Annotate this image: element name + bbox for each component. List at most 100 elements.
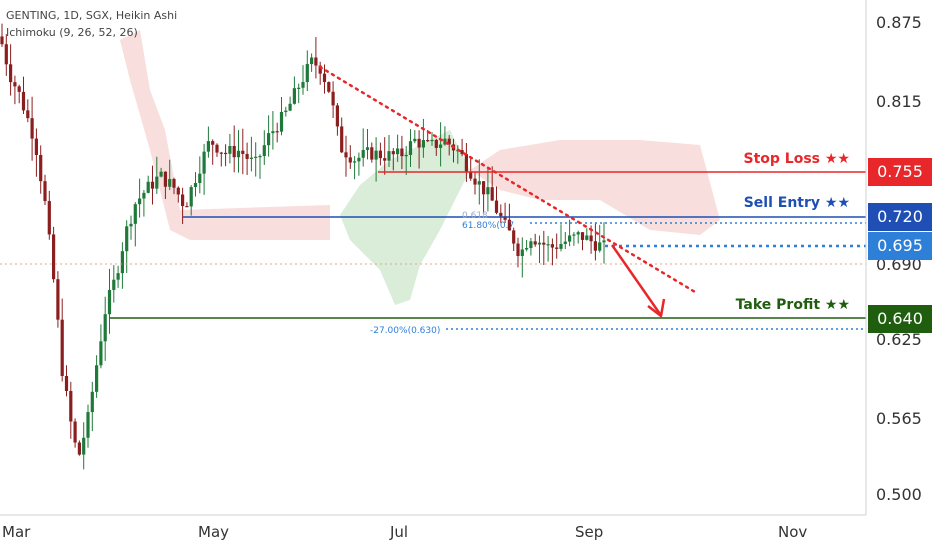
- candle-body: [138, 198, 142, 205]
- candle-body: [348, 157, 352, 163]
- candle-body: [271, 131, 275, 134]
- candle-body: [73, 421, 77, 443]
- sell-entry-label: Sell Entry ★★: [743, 195, 850, 211]
- cloud-bearish: [120, 30, 330, 240]
- candle-body: [155, 176, 159, 189]
- candle-body: [64, 375, 69, 391]
- candle-body: [159, 171, 163, 177]
- candle-body: [185, 206, 189, 208]
- candle-body: [340, 126, 344, 153]
- candle-body: [447, 138, 451, 145]
- candle-body: [26, 110, 30, 119]
- candle-body: [400, 148, 404, 157]
- candle-body: [370, 147, 374, 160]
- candle-body: [503, 216, 507, 220]
- candle-body: [520, 249, 524, 257]
- candle-body: [396, 148, 400, 155]
- candle-body: [434, 139, 438, 148]
- candle-body: [576, 232, 580, 235]
- candle-body: [116, 273, 120, 280]
- candle-body: [163, 171, 167, 187]
- candle-body: [374, 150, 378, 160]
- candle-body: [202, 151, 206, 174]
- forecast-arrow-head: [647, 298, 666, 318]
- candle-body: [477, 181, 481, 185]
- candle-body: [275, 131, 279, 133]
- candle-body: [443, 138, 447, 145]
- candle-body: [353, 161, 357, 163]
- candle-body: [279, 111, 284, 132]
- candle-body: [327, 82, 331, 92]
- cloud-bearish: [470, 140, 720, 235]
- candle-body: [112, 279, 116, 290]
- candle-body: [150, 181, 155, 189]
- candle-body: [13, 82, 17, 87]
- y-tick: 0.815: [876, 92, 922, 111]
- candle-body: [490, 187, 494, 201]
- candle-body: [460, 150, 464, 155]
- candle-body: [258, 156, 262, 158]
- forecast-arrow-shaft: [610, 244, 662, 315]
- take-profit-price-tag: 0.640: [868, 305, 932, 333]
- candle-body: [550, 244, 554, 248]
- candle-body: [30, 118, 34, 139]
- candle-body: [421, 140, 425, 148]
- candle-body: [60, 319, 64, 376]
- candle-body: [598, 242, 602, 251]
- candle-body: [249, 157, 253, 159]
- candles: [0, 23, 606, 470]
- candle-body: [284, 110, 288, 112]
- candle-body: [262, 145, 266, 157]
- candle-body: [580, 232, 585, 240]
- candle-body: [464, 154, 468, 172]
- x-tick: Mar: [2, 523, 31, 541]
- candle-body: [236, 150, 241, 158]
- fib-618-top-label: 0.618: [462, 211, 488, 221]
- candle-body: [9, 64, 13, 83]
- candle-body: [589, 235, 593, 242]
- x-axis: Mar May Jul Sep Nov: [2, 523, 807, 541]
- candle-body: [542, 242, 546, 245]
- candle-body: [297, 87, 301, 89]
- candle-body: [426, 140, 430, 142]
- candle-body: [215, 144, 219, 153]
- candle-body: [4, 44, 8, 65]
- candle-body: [387, 151, 391, 161]
- overlays: [0, 65, 866, 330]
- candle-body: [318, 65, 322, 74]
- indicator-title: Ichimoku (9, 26, 52, 26): [6, 26, 138, 39]
- candle-body: [146, 181, 150, 193]
- candle-body: [168, 178, 172, 187]
- candle-body: [34, 138, 38, 155]
- candle-body: [439, 144, 443, 148]
- candle-body: [254, 156, 258, 158]
- candle-body: [56, 279, 60, 320]
- candle-body: [125, 226, 129, 252]
- candle-body: [310, 57, 314, 65]
- candle-body: [335, 105, 339, 127]
- candle-body: [533, 241, 537, 245]
- candle-body: [473, 178, 477, 185]
- candle-body: [39, 154, 43, 182]
- candle-body: [198, 173, 202, 184]
- stop-loss-price-tag: 0.755: [868, 158, 932, 186]
- candle-body: [344, 152, 348, 158]
- candle-body: [365, 147, 370, 150]
- candle-body: [232, 146, 236, 158]
- candle-body: [52, 234, 56, 280]
- candle-body: [129, 223, 133, 227]
- candle-body: [95, 365, 99, 392]
- candle-body: [103, 314, 107, 342]
- candle-body: [499, 212, 503, 217]
- candle-body: [224, 152, 228, 155]
- fib-618-label: 61.80%(0.7: [462, 221, 514, 231]
- candle-body: [288, 103, 292, 111]
- candle-body: [546, 244, 550, 246]
- candle-body: [314, 57, 318, 66]
- candle-body: [585, 235, 589, 240]
- fib-labels: 0.618 61.80%(0.7 -27.00%(0.630): [370, 211, 514, 336]
- candle-body: [133, 204, 137, 224]
- candle-body: [245, 153, 249, 159]
- candle-body: [322, 73, 327, 83]
